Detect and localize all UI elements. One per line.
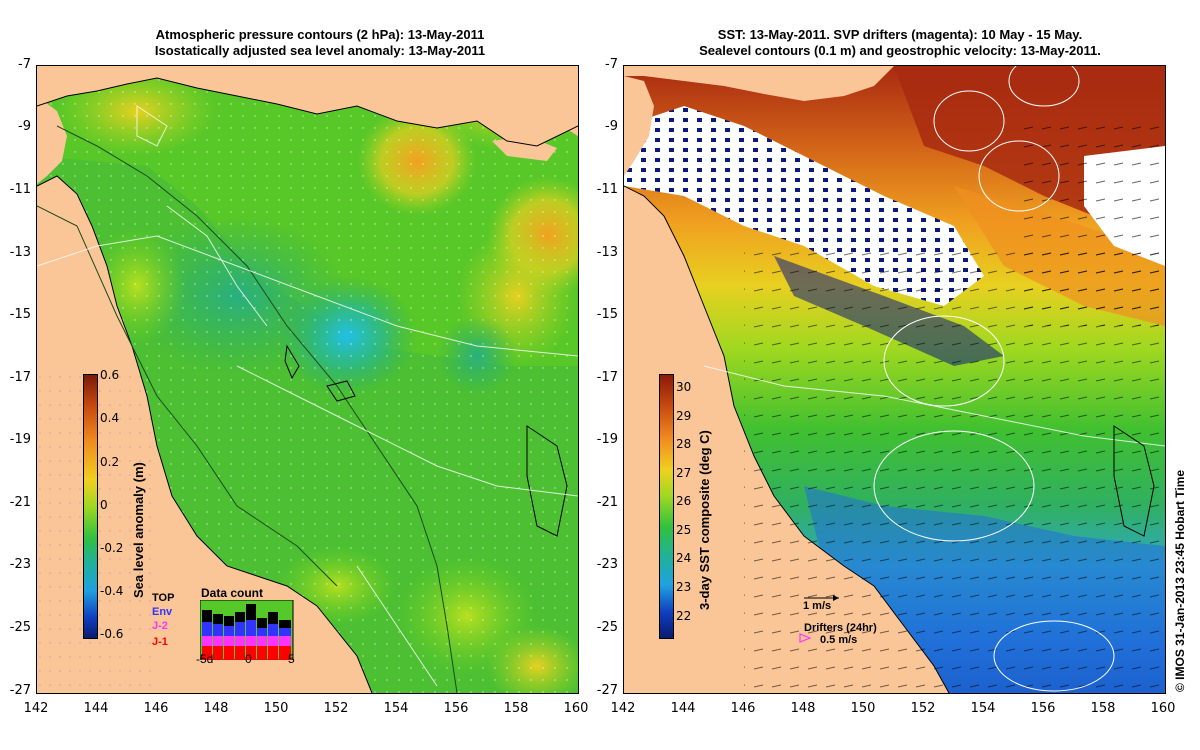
y-tick-label: -19 <box>9 432 31 447</box>
y-tick-label: -25 <box>9 620 31 635</box>
y-tick-label: -27 <box>596 683 618 698</box>
sla-cb-tick: 0.6 <box>100 368 120 382</box>
sst-map <box>624 66 1165 693</box>
sst-map-panel <box>623 65 1166 694</box>
sst-cb-tick: 29 <box>676 409 692 423</box>
inset-legend-j2: J-2 <box>152 620 168 632</box>
inset-legend-env: Env <box>152 606 173 618</box>
x-tick-label: 146 <box>143 701 169 716</box>
sla-colorbar-label: Sea level anomaly (m) <box>131 462 146 598</box>
x-tick-label: 148 <box>790 701 816 716</box>
x-tick-label: 144 <box>670 701 696 716</box>
sla-cb-tick: 0 <box>100 498 108 512</box>
x-tick-label: 144 <box>83 701 109 716</box>
x-tick-label: 152 <box>323 701 349 716</box>
y-tick-label: -27 <box>9 683 31 698</box>
x-tick-label: 148 <box>203 701 229 716</box>
sst-cb-tick: 24 <box>676 551 692 565</box>
x-tick-label: 154 <box>383 701 409 716</box>
y-tick-label: -13 <box>9 245 31 260</box>
sla-cb-tick: -0.2 <box>100 541 124 555</box>
data-count-inset: TOP Env J-2 J-1 Data count <box>152 586 297 666</box>
right-title-line2: Sealevel contours (0.1 m) and geostrophi… <box>699 43 1101 58</box>
y-tick-label: -13 <box>596 245 618 260</box>
inset-legend-top: TOP <box>152 592 175 604</box>
sla-colorbar <box>83 374 98 639</box>
inset-xtick: -5d <box>196 652 214 666</box>
inset-title: Data count <box>201 586 264 600</box>
y-tick-label: -11 <box>596 182 618 197</box>
sst-cb-tick: 27 <box>676 466 692 480</box>
sst-colorbar-label: 3-day SST composite (deg C) <box>697 430 712 610</box>
x-tick-label: 146 <box>730 701 756 716</box>
y-tick-label: -15 <box>9 307 31 322</box>
y-tick-label: -15 <box>596 307 618 322</box>
y-tick-label: -21 <box>9 495 31 510</box>
y-tick-label: -23 <box>596 557 618 572</box>
left-title-line2: Isostatically adjusted sea level anomaly… <box>154 43 486 58</box>
y-tick-label: -9 <box>605 119 618 134</box>
right-map-title: SST: 13-May-2011. SVP drifters (magenta)… <box>620 27 1180 59</box>
x-tick-label: 156 <box>443 701 469 716</box>
inset-bars <box>202 604 291 660</box>
right-title-line1: SST: 13-May-2011. SVP drifters (magenta)… <box>717 27 1083 42</box>
imos-credit: © IMOS 31-Jan-2013 23:45 Hobart Time <box>1173 469 1187 692</box>
y-tick-label: -11 <box>9 182 31 197</box>
x-tick-label: 156 <box>1030 701 1056 716</box>
sst-cb-tick: 25 <box>676 523 692 537</box>
y-tick-label: -19 <box>596 432 618 447</box>
sst-colorbar <box>659 374 674 639</box>
sla-cb-tick: -0.6 <box>100 627 124 641</box>
sla-map-panel <box>36 65 579 694</box>
sla-cb-tick: 0.2 <box>100 455 120 469</box>
x-tick-label: 158 <box>503 701 529 716</box>
y-tick-label: -21 <box>596 495 618 510</box>
sst-cb-tick: 30 <box>676 380 692 394</box>
x-tick-label: 154 <box>970 701 996 716</box>
sla-map <box>37 66 578 693</box>
sla-cb-tick: 0.4 <box>100 411 120 425</box>
x-tick-label: 160 <box>563 701 589 716</box>
y-tick-label: -17 <box>9 370 31 385</box>
y-tick-label: -25 <box>596 620 618 635</box>
inset-xtick: 5 <box>288 652 295 666</box>
x-tick-label: 142 <box>23 701 49 716</box>
y-tick-label: -17 <box>596 370 618 385</box>
sla-cb-tick: -0.4 <box>100 584 124 598</box>
inset-bar-chart <box>200 600 294 660</box>
x-tick-label: 150 <box>263 701 289 716</box>
sst-cb-tick: 28 <box>676 437 692 451</box>
inset-legend-j1: J-1 <box>152 636 168 648</box>
left-map-title: Atmospheric pressure contours (2 hPa): 1… <box>60 27 580 59</box>
x-tick-label: 152 <box>910 701 936 716</box>
x-tick-label: 142 <box>610 701 636 716</box>
x-tick-label: 160 <box>1150 701 1176 716</box>
inset-xtick: 0 <box>245 652 252 666</box>
drifters-label: Drifters (24hr) <box>804 622 877 634</box>
left-title-line1: Atmospheric pressure contours (2 hPa): 1… <box>155 27 485 42</box>
sst-cb-tick: 26 <box>676 494 692 508</box>
drifters-speed-label: 0.5 m/s <box>820 634 858 646</box>
y-tick-label: -23 <box>9 557 31 572</box>
velocity-scale-label: 1 m/s <box>803 600 832 612</box>
y-tick-label: -9 <box>18 119 31 134</box>
x-tick-label: 150 <box>850 701 876 716</box>
sst-cb-tick: 23 <box>676 580 692 594</box>
y-tick-label: -7 <box>18 57 31 72</box>
x-tick-label: 158 <box>1090 701 1116 716</box>
y-tick-label: -7 <box>605 57 618 72</box>
sst-cb-tick: 22 <box>676 609 692 623</box>
